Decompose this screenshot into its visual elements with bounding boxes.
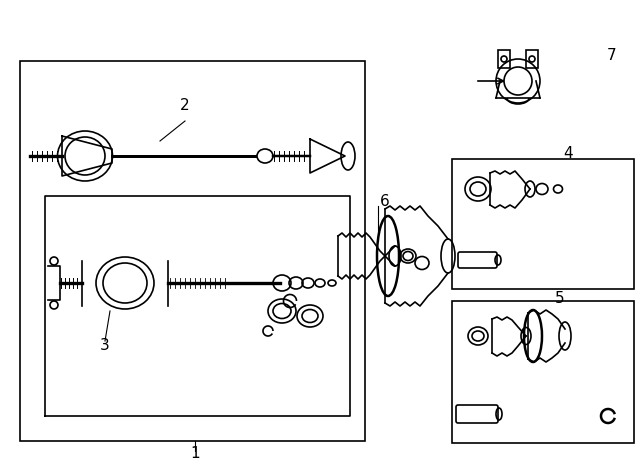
- Text: 5: 5: [555, 291, 565, 306]
- FancyBboxPatch shape: [456, 405, 498, 423]
- Bar: [526, 50, 538, 68]
- FancyBboxPatch shape: [458, 252, 497, 268]
- Text: 6: 6: [380, 194, 390, 209]
- Bar: [20, 61, 365, 441]
- Bar: [452, 159, 634, 289]
- Bar: [498, 50, 510, 68]
- Text: 3: 3: [100, 338, 110, 353]
- Text: 4: 4: [563, 146, 573, 161]
- Text: 1: 1: [190, 446, 200, 461]
- Text: 2: 2: [180, 98, 190, 113]
- Text: 7: 7: [607, 48, 617, 63]
- Bar: [452, 301, 634, 443]
